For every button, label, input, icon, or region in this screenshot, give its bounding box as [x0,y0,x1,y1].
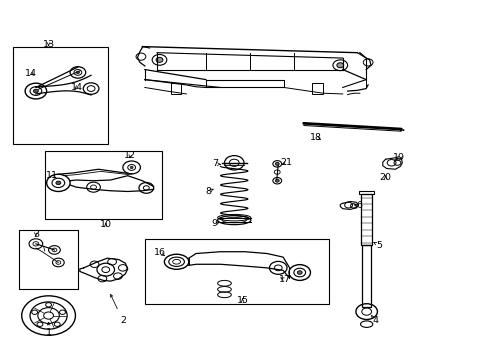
Text: 11: 11 [46,171,58,180]
Text: 3: 3 [33,230,39,239]
Text: 20: 20 [380,173,392,182]
Text: 14: 14 [71,83,82,92]
Circle shape [33,89,38,93]
Circle shape [130,166,133,168]
Bar [19,230,78,289]
Text: 14: 14 [25,69,37,78]
Text: 12: 12 [124,151,136,160]
Bar [359,192,374,194]
Text: 18: 18 [310,133,322,142]
Text: 5: 5 [376,241,382,250]
Bar [362,244,371,307]
Circle shape [275,179,279,182]
Bar [45,151,162,220]
Circle shape [297,271,302,274]
Text: 1: 1 [46,328,51,337]
Text: 13: 13 [43,40,55,49]
Bar [13,47,108,144]
Text: 4: 4 [373,316,379,325]
Bar [361,194,372,244]
Text: 9: 9 [212,219,218,228]
Circle shape [156,57,163,62]
Circle shape [337,63,343,68]
Text: 16: 16 [153,248,166,257]
Circle shape [76,71,79,73]
Circle shape [275,162,279,165]
Text: 6: 6 [357,201,363,210]
Circle shape [56,181,61,185]
Text: 8: 8 [205,187,211,196]
Text: 21: 21 [281,158,293,167]
Bar [313,83,323,94]
Bar [171,83,181,94]
Text: 17: 17 [279,275,291,284]
Text: 2: 2 [120,316,126,325]
Text: 15: 15 [237,296,248,305]
Text: 7: 7 [212,159,218,168]
Bar [145,239,329,304]
Text: 19: 19 [393,153,405,162]
Text: 10: 10 [100,220,112,229]
